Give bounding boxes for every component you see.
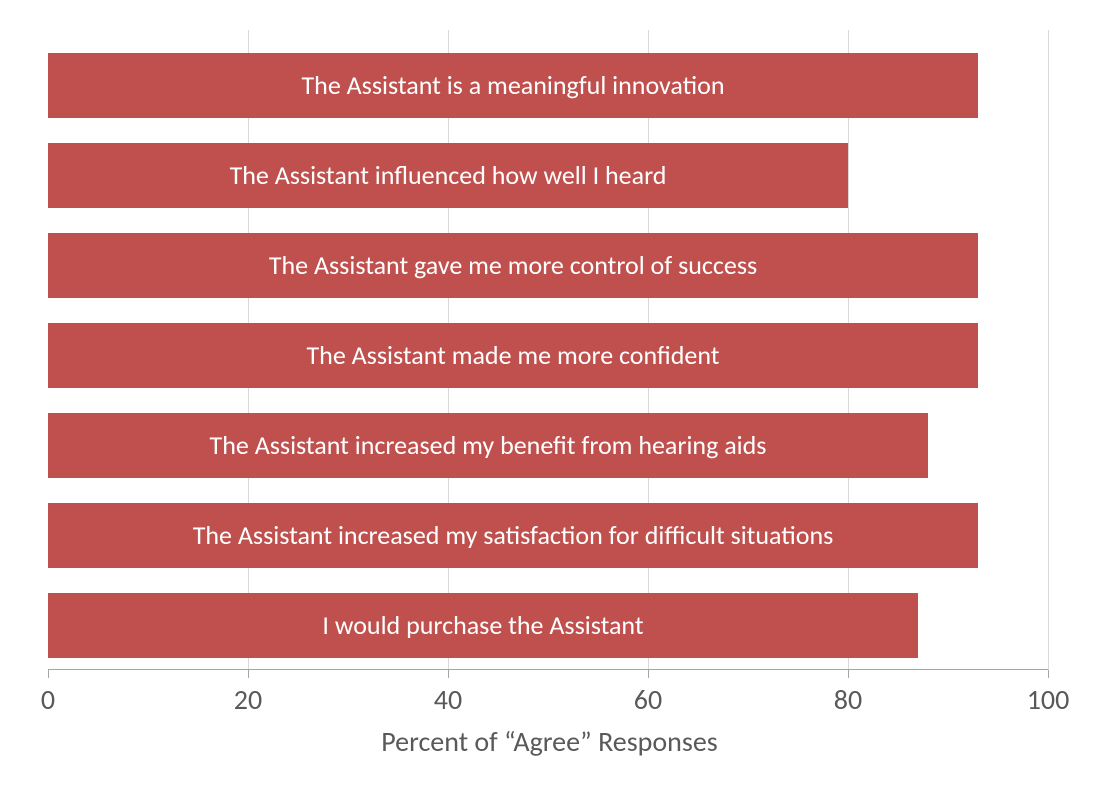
x-tick-mark: [1048, 670, 1049, 678]
chart-container: The Assistant is a meaningful innovation…: [0, 0, 1099, 787]
x-tick-label: 60: [634, 682, 662, 717]
x-tick-mark: [648, 670, 649, 678]
bar-label: The Assistant increased my satisfaction …: [185, 519, 842, 551]
bar-label: The Assistant is a meaningful innovation: [293, 69, 732, 101]
bar: The Assistant increased my benefit from …: [48, 413, 928, 478]
x-tick-mark: [248, 670, 249, 678]
bar-label: The Assistant increased my benefit from …: [202, 429, 775, 461]
bar-row: The Assistant increased my benefit from …: [48, 413, 1048, 478]
x-tick-label: 20: [234, 682, 262, 717]
bar-row: I would purchase the Assistant: [48, 593, 1048, 658]
bar-label: I would purchase the Assistant: [314, 609, 651, 641]
x-tick-label: 80: [834, 682, 862, 717]
x-tick-mark: [848, 670, 849, 678]
bar: I would purchase the Assistant: [48, 593, 918, 658]
bar: The Assistant is a meaningful innovation: [48, 53, 978, 118]
bar: The Assistant made me more confident: [48, 323, 978, 388]
x-tick-mark: [48, 670, 49, 678]
x-tick-label: 40: [434, 682, 462, 717]
plot-area: The Assistant is a meaningful innovation…: [48, 30, 1048, 670]
x-axis-title: Percent of “Agree” Responses: [0, 724, 1099, 759]
x-axis-line: [48, 669, 1048, 670]
x-tick-label: 100: [1027, 682, 1070, 717]
x-tick-mark: [448, 670, 449, 678]
bar-row: The Assistant gave me more control of su…: [48, 233, 1048, 298]
bar-label: The Assistant made me more confident: [298, 339, 727, 371]
bar: The Assistant influenced how well I hear…: [48, 143, 848, 208]
bar: The Assistant gave me more control of su…: [48, 233, 978, 298]
bar: The Assistant increased my satisfaction …: [48, 503, 978, 568]
gridline: [1048, 30, 1049, 670]
bar-row: The Assistant is a meaningful innovation: [48, 53, 1048, 118]
bar-row: The Assistant increased my satisfaction …: [48, 503, 1048, 568]
bar-label: The Assistant gave me more control of su…: [261, 249, 765, 281]
x-tick-label: 0: [41, 682, 55, 717]
bar-label: The Assistant influenced how well I hear…: [222, 159, 675, 191]
bar-row: The Assistant influenced how well I hear…: [48, 143, 1048, 208]
bar-row: The Assistant made me more confident: [48, 323, 1048, 388]
